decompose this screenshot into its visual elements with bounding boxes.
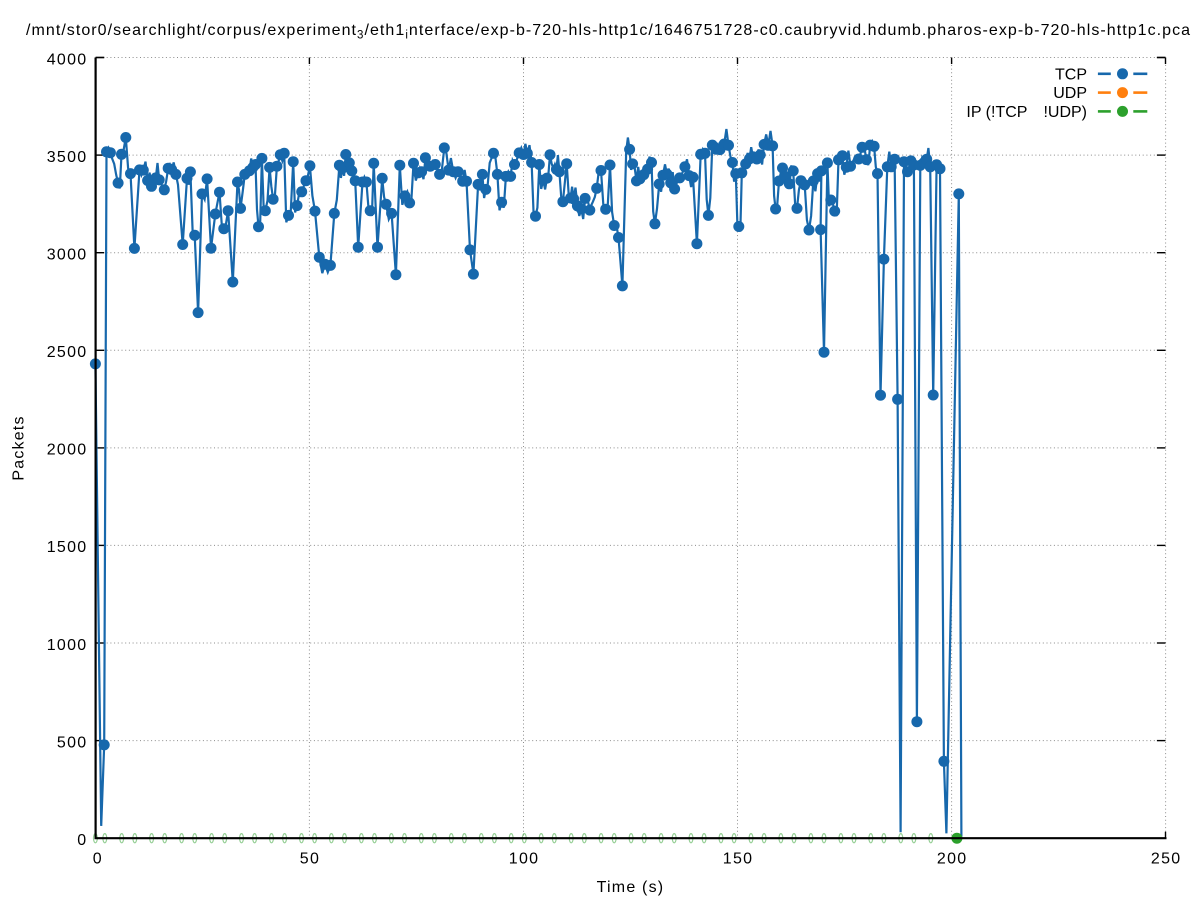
svg-text:500: 500 bbox=[57, 734, 88, 751]
svg-text:Packets: Packets bbox=[11, 415, 28, 480]
svg-text:3500: 3500 bbox=[47, 149, 88, 166]
svg-text:2500: 2500 bbox=[47, 344, 88, 361]
svg-text:1000: 1000 bbox=[47, 637, 88, 654]
svg-text:2000: 2000 bbox=[47, 442, 88, 459]
svg-text:50: 50 bbox=[300, 851, 320, 868]
svg-text:UDP: UDP bbox=[1053, 85, 1087, 102]
svg-text:0: 0 bbox=[93, 851, 103, 868]
svg-text:TCP: TCP bbox=[1055, 66, 1087, 83]
svg-text:Time (s): Time (s) bbox=[597, 879, 665, 896]
svg-text:200: 200 bbox=[937, 851, 968, 868]
svg-text:250: 250 bbox=[1151, 851, 1182, 868]
svg-text:0: 0 bbox=[77, 832, 87, 849]
svg-text:150: 150 bbox=[723, 851, 754, 868]
svg-text:100: 100 bbox=[509, 851, 540, 868]
svg-text:1500: 1500 bbox=[47, 539, 88, 556]
svg-text:4000: 4000 bbox=[47, 51, 88, 68]
svg-text:/mnt/stor0/searchlight/corpus/: /mnt/stor0/searchlight/corpus/experiment… bbox=[26, 22, 1191, 42]
svg-text:3000: 3000 bbox=[47, 247, 88, 264]
svg-text:IP (!TCP !UDP): IP (!TCP !UDP) bbox=[966, 104, 1087, 121]
